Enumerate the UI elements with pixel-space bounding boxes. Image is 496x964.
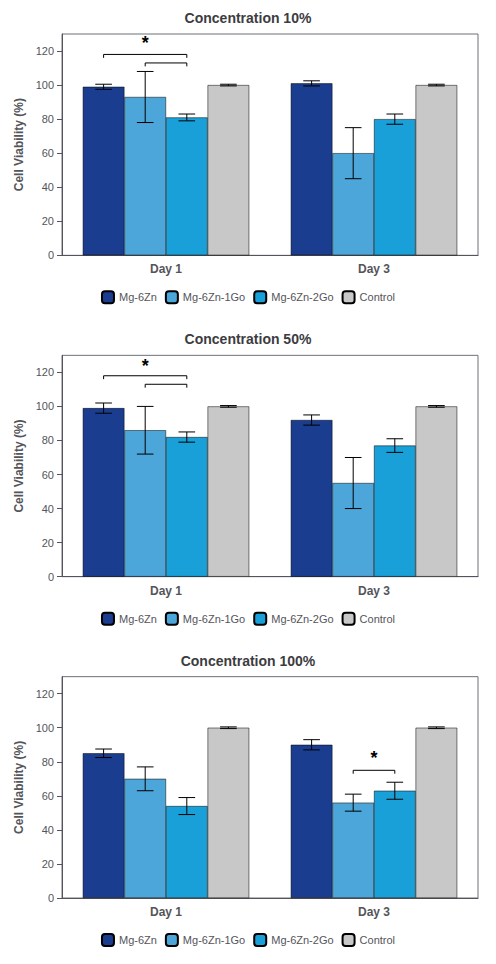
svg-text:Cell Viability (%): Cell Viability (%) — [12, 741, 26, 834]
svg-text:100: 100 — [36, 722, 54, 734]
svg-text:Mg-6Zn: Mg-6Zn — [119, 934, 157, 946]
svg-text:*: * — [142, 33, 149, 53]
svg-text:80: 80 — [42, 113, 54, 125]
svg-text:Day 1: Day 1 — [150, 584, 182, 598]
svg-text:Cell Viability (%): Cell Viability (%) — [12, 419, 26, 512]
svg-text:Concentration 50%: Concentration 50% — [185, 331, 312, 347]
svg-text:20: 20 — [42, 537, 54, 549]
svg-text:Control: Control — [360, 934, 395, 946]
svg-text:Day 3: Day 3 — [358, 905, 390, 919]
svg-text:Control: Control — [360, 291, 395, 303]
svg-text:120: 120 — [36, 45, 54, 57]
svg-text:20: 20 — [42, 215, 54, 227]
svg-text:Day 3: Day 3 — [358, 584, 390, 598]
svg-text:40: 40 — [42, 181, 54, 193]
svg-text:60: 60 — [42, 469, 54, 481]
svg-text:80: 80 — [42, 756, 54, 768]
svg-text:Day 1: Day 1 — [150, 262, 182, 276]
svg-text:0: 0 — [48, 892, 54, 904]
svg-text:*: * — [370, 748, 377, 768]
svg-text:*: * — [142, 356, 149, 376]
svg-text:Mg-6Zn-2Go: Mg-6Zn-2Go — [271, 613, 333, 625]
svg-text:Day 1: Day 1 — [150, 905, 182, 919]
svg-text:100: 100 — [36, 400, 54, 412]
svg-text:0: 0 — [48, 571, 54, 583]
svg-text:20: 20 — [42, 858, 54, 870]
svg-text:60: 60 — [42, 147, 54, 159]
svg-text:Mg-6Zn: Mg-6Zn — [119, 291, 157, 303]
svg-text:40: 40 — [42, 824, 54, 836]
svg-text:Day 3: Day 3 — [358, 262, 390, 276]
svg-text:Cell Viability (%): Cell Viability (%) — [12, 98, 26, 191]
svg-text:Mg-6Zn-1Go: Mg-6Zn-1Go — [183, 934, 245, 946]
svg-text:120: 120 — [36, 366, 54, 378]
svg-text:40: 40 — [42, 503, 54, 515]
svg-text:Concentration 10%: Concentration 10% — [185, 10, 312, 26]
svg-text:100: 100 — [36, 79, 54, 91]
svg-text:60: 60 — [42, 790, 54, 802]
svg-text:Mg-6Zn-1Go: Mg-6Zn-1Go — [183, 613, 245, 625]
svg-text:Mg-6Zn-2Go: Mg-6Zn-2Go — [271, 291, 333, 303]
svg-text:0: 0 — [48, 249, 54, 261]
svg-text:80: 80 — [42, 434, 54, 446]
svg-text:Mg-6Zn: Mg-6Zn — [119, 613, 157, 625]
svg-text:Control: Control — [360, 613, 395, 625]
svg-text:Mg-6Zn-1Go: Mg-6Zn-1Go — [183, 291, 245, 303]
svg-text:Concentration 100%: Concentration 100% — [181, 653, 316, 669]
svg-text:120: 120 — [36, 688, 54, 700]
svg-text:Mg-6Zn-2Go: Mg-6Zn-2Go — [271, 934, 333, 946]
